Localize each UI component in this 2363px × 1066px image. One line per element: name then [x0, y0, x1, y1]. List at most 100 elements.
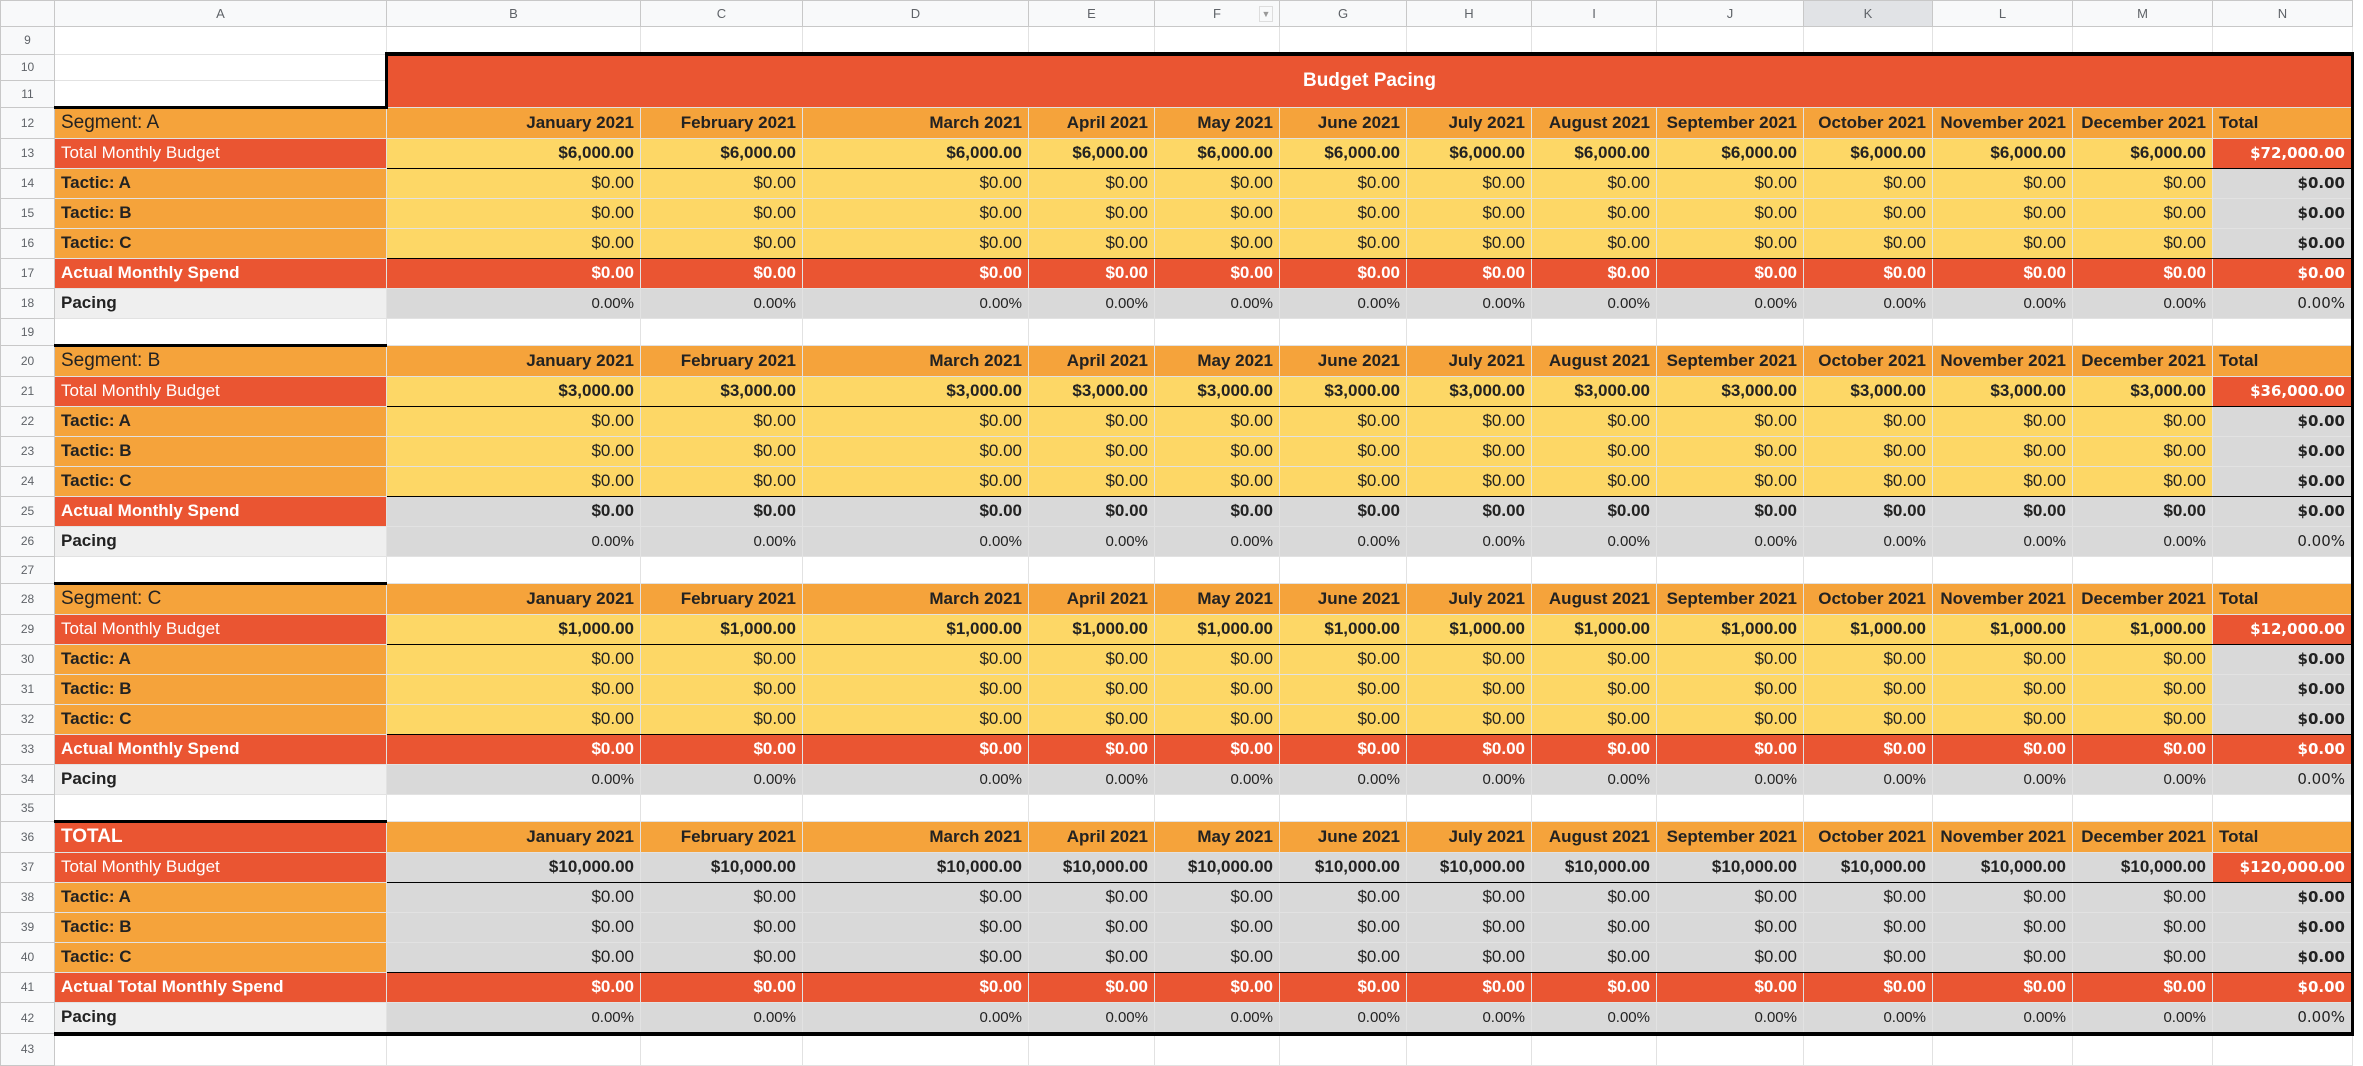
- tactic-label[interactable]: Tactic: C: [54, 465, 387, 497]
- spend-total-cell[interactable]: $0.00: [2212, 257, 2354, 289]
- tactic-cell[interactable]: $0.00: [1656, 941, 1804, 973]
- spend-cell[interactable]: $0.00: [1656, 495, 1804, 527]
- budget-cell[interactable]: $3,000.00: [1154, 375, 1280, 407]
- month-header[interactable]: February 2021: [640, 344, 803, 377]
- tactic-cell[interactable]: $0.00: [1656, 435, 1804, 467]
- spend-cell[interactable]: $0.00: [1406, 971, 1532, 1003]
- month-header[interactable]: September 2021: [1656, 582, 1804, 615]
- cell[interactable]: [1531, 26, 1657, 55]
- tactic-cell[interactable]: $0.00: [1279, 703, 1407, 735]
- budget-cell[interactable]: $6,000.00: [1028, 137, 1155, 169]
- tactic-cell[interactable]: $0.00: [802, 465, 1029, 497]
- tactic-cell[interactable]: $0.00: [640, 405, 803, 437]
- tactic-cell[interactable]: $0.00: [1656, 673, 1804, 705]
- row-number[interactable]: 29: [0, 613, 55, 645]
- row-number[interactable]: 12: [0, 106, 55, 139]
- budget-cell[interactable]: $6,000.00: [2072, 137, 2213, 169]
- pacing-label[interactable]: Pacing: [54, 525, 387, 557]
- budget-cell[interactable]: $3,000.00: [802, 375, 1029, 407]
- budget-cell[interactable]: $1,000.00: [640, 613, 803, 645]
- budget-cell[interactable]: $6,000.00: [640, 137, 803, 169]
- cell[interactable]: [802, 555, 1029, 584]
- tactic-cell[interactable]: $0.00: [2072, 435, 2213, 467]
- budget-cell[interactable]: $3,000.00: [2072, 375, 2213, 407]
- column-header-E[interactable]: E: [1028, 0, 1155, 27]
- budget-cell[interactable]: $6,000.00: [1279, 137, 1407, 169]
- tactic-cell[interactable]: $0.00: [2072, 703, 2213, 735]
- pacing-cell[interactable]: 0.00%: [640, 525, 803, 557]
- spend-cell[interactable]: $0.00: [802, 733, 1029, 765]
- tactic-cell[interactable]: $0.00: [1531, 643, 1657, 675]
- budget-cell[interactable]: $6,000.00: [1531, 137, 1657, 169]
- column-header-M[interactable]: M: [2072, 0, 2213, 27]
- column-header-N[interactable]: N: [2212, 0, 2353, 27]
- tactic-cell[interactable]: $0.00: [1656, 197, 1804, 229]
- cell[interactable]: [1154, 555, 1280, 584]
- tactic-cell[interactable]: $0.00: [1406, 643, 1532, 675]
- month-header[interactable]: July 2021: [1406, 820, 1532, 853]
- tactic-cell[interactable]: $0.00: [386, 673, 641, 705]
- pacing-cell[interactable]: 0.00%: [640, 287, 803, 319]
- spend-cell[interactable]: $0.00: [1932, 971, 2073, 1003]
- budget-cell[interactable]: $6,000.00: [1803, 137, 1933, 169]
- tactic-cell[interactable]: $0.00: [802, 643, 1029, 675]
- month-header[interactable]: February 2021: [640, 582, 803, 615]
- pacing-cell[interactable]: 0.00%: [1406, 287, 1532, 319]
- spend-cell[interactable]: $0.00: [1406, 495, 1532, 527]
- tactic-cell[interactable]: $0.00: [386, 227, 641, 259]
- tactic-cell[interactable]: $0.00: [1932, 643, 2073, 675]
- budget-cell[interactable]: $1,000.00: [1154, 613, 1280, 645]
- spend-cell[interactable]: $0.00: [1279, 971, 1407, 1003]
- column-header-I[interactable]: I: [1531, 0, 1657, 27]
- month-header[interactable]: December 2021: [2072, 344, 2213, 377]
- spend-cell[interactable]: $0.00: [640, 257, 803, 289]
- tactic-cell[interactable]: $0.00: [1279, 197, 1407, 229]
- pacing-cell[interactable]: 0.00%: [1028, 763, 1155, 795]
- spend-cell[interactable]: $0.00: [1028, 495, 1155, 527]
- cell[interactable]: [1154, 317, 1280, 346]
- pacing-cell[interactable]: 0.00%: [1803, 287, 1933, 319]
- month-header[interactable]: May 2021: [1154, 582, 1280, 615]
- tactic-cell[interactable]: $0.00: [1932, 435, 2073, 467]
- row-number[interactable]: 10: [0, 53, 55, 81]
- select-all-corner[interactable]: [0, 0, 55, 27]
- tactic-cell[interactable]: $0.00: [1028, 941, 1155, 973]
- cell[interactable]: [802, 1033, 1029, 1066]
- tactic-cell[interactable]: $0.00: [1154, 227, 1280, 259]
- tactic-cell[interactable]: $0.00: [1154, 197, 1280, 229]
- month-header[interactable]: September 2021: [1656, 106, 1804, 139]
- tactic-cell[interactable]: $0.00: [2072, 405, 2213, 437]
- spend-cell[interactable]: $0.00: [1656, 257, 1804, 289]
- tactic-cell[interactable]: $0.00: [802, 881, 1029, 913]
- cell[interactable]: [1531, 555, 1657, 584]
- total-header[interactable]: Total: [2212, 344, 2354, 377]
- column-header-D[interactable]: D: [802, 0, 1029, 27]
- pacing-cell[interactable]: 0.00%: [1154, 1001, 1280, 1036]
- cell[interactable]: [1028, 555, 1155, 584]
- tactic-cell[interactable]: $0.00: [1279, 465, 1407, 497]
- cell[interactable]: [1932, 555, 2073, 584]
- month-header[interactable]: August 2021: [1531, 820, 1657, 853]
- pacing-cell[interactable]: 0.00%: [1154, 287, 1280, 319]
- budget-cell[interactable]: $1,000.00: [802, 613, 1029, 645]
- tactic-cell[interactable]: $0.00: [1154, 941, 1280, 973]
- spend-cell[interactable]: $0.00: [640, 495, 803, 527]
- total-header[interactable]: Total: [2212, 582, 2354, 615]
- pacing-cell[interactable]: 0.00%: [1932, 1001, 2073, 1036]
- section-title[interactable]: Segment: C: [54, 581, 387, 615]
- tactic-total-cell[interactable]: $0.00: [2212, 643, 2354, 675]
- month-header[interactable]: August 2021: [1531, 344, 1657, 377]
- budget-cell[interactable]: $1,000.00: [1028, 613, 1155, 645]
- tactic-cell[interactable]: $0.00: [1656, 227, 1804, 259]
- month-header[interactable]: February 2021: [640, 820, 803, 853]
- budget-cell[interactable]: $10,000.00: [640, 851, 803, 883]
- tactic-cell[interactable]: $0.00: [1531, 227, 1657, 259]
- tactic-cell[interactable]: $0.00: [640, 673, 803, 705]
- tactic-cell[interactable]: $0.00: [1406, 405, 1532, 437]
- cell[interactable]: [1932, 1033, 2073, 1066]
- cell[interactable]: [802, 26, 1029, 55]
- budget-total-cell[interactable]: $72,000.00: [2212, 137, 2354, 169]
- pacing-cell[interactable]: 0.00%: [1279, 287, 1407, 319]
- cell[interactable]: [640, 1033, 803, 1066]
- tactic-cell[interactable]: $0.00: [386, 167, 641, 199]
